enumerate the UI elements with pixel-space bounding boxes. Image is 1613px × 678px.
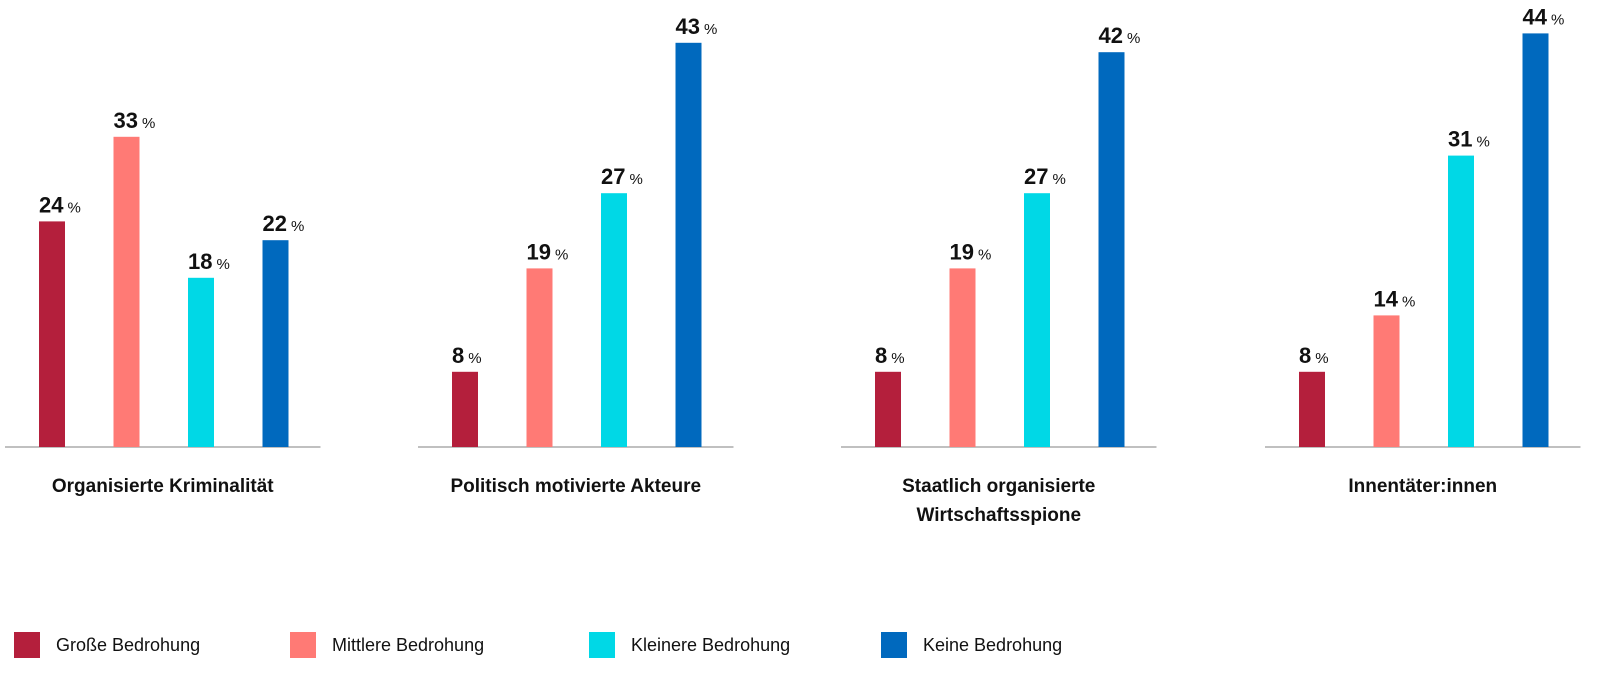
bar <box>39 221 65 447</box>
bar <box>675 42 702 448</box>
bar <box>601 193 627 447</box>
data-label: 43% <box>676 14 718 39</box>
data-label-value: 19 <box>527 239 551 264</box>
category-label: Politisch motivierte Akteure <box>450 476 702 497</box>
bar <box>452 371 478 447</box>
data-label-value: 18 <box>188 249 212 274</box>
data-label-value: 14 <box>1374 286 1399 311</box>
data-label-unit: % <box>891 350 904 367</box>
data-label-unit: % <box>142 115 155 132</box>
bar <box>949 268 976 447</box>
data-label-value: 43 <box>676 14 700 39</box>
legend-swatch <box>14 632 40 658</box>
data-label-unit: % <box>978 246 991 263</box>
data-label-unit: % <box>555 246 568 263</box>
data-label-value: 42 <box>1099 23 1123 48</box>
data-label: 27% <box>1024 164 1066 189</box>
data-label-value: 44 <box>1523 4 1548 29</box>
data-label: 44% <box>1523 4 1565 29</box>
legend-swatch <box>589 632 615 658</box>
legend-item: Große Bedrohung <box>14 632 200 658</box>
data-label: 8% <box>1299 343 1329 368</box>
data-label: 18% <box>188 249 230 274</box>
data-label: 27% <box>601 164 643 189</box>
data-label-unit: % <box>468 350 481 367</box>
bar <box>1448 155 1474 447</box>
category-label: Staatlich organisierte Wirtschaftsspione <box>902 476 1096 526</box>
legend-swatch <box>290 632 316 658</box>
bar <box>1373 315 1400 447</box>
data-label-unit: % <box>1402 293 1415 310</box>
legend-item: Mittlere Bedrohung <box>290 632 484 658</box>
data-label-value: 31 <box>1448 127 1472 152</box>
bar <box>113 136 140 448</box>
data-label-unit: % <box>1052 171 1065 188</box>
data-label: 19% <box>527 239 569 264</box>
legend-label: Kleinere Bedrohung <box>631 635 791 655</box>
bar <box>1098 52 1125 447</box>
data-label-unit: % <box>1476 134 1489 151</box>
data-label-unit: % <box>1551 11 1564 28</box>
data-label-value: 27 <box>601 164 625 189</box>
data-label: 8% <box>875 343 905 368</box>
data-label-value: 8 <box>875 343 887 368</box>
bar <box>1299 371 1325 447</box>
legend-item: Keine Bedrohung <box>881 632 1062 658</box>
category-label: Innentäter:innen <box>1348 476 1498 497</box>
legend-label: Keine Bedrohung <box>923 635 1063 655</box>
data-label: 8% <box>452 343 482 368</box>
category-label: Organisierte Kriminalität <box>51 476 274 497</box>
data-label-unit: % <box>629 171 642 188</box>
bar <box>875 371 901 447</box>
bar <box>1522 33 1549 448</box>
bar <box>188 277 214 447</box>
data-label: 33% <box>114 108 156 133</box>
data-label-unit: % <box>704 21 717 38</box>
data-label: 14% <box>1374 286 1416 311</box>
data-label-value: 8 <box>452 343 464 368</box>
data-label-unit: % <box>216 256 229 273</box>
data-label: 42% <box>1099 23 1141 48</box>
data-label-value: 24 <box>39 192 64 217</box>
legend-label: Große Bedrohung <box>56 635 201 655</box>
bar <box>262 240 289 447</box>
data-label: 24% <box>39 192 81 217</box>
data-label-unit: % <box>1127 30 1140 47</box>
data-label: 19% <box>950 239 992 264</box>
data-label-value: 19 <box>950 239 974 264</box>
legend-item: Kleinere Bedrohung <box>589 632 790 658</box>
data-label: 31% <box>1448 127 1490 152</box>
data-label-value: 22 <box>263 211 287 236</box>
bar <box>526 268 553 447</box>
data-label-value: 8 <box>1299 343 1311 368</box>
bar <box>1024 193 1050 447</box>
legend-label: Mittlere Bedrohung <box>332 635 485 655</box>
data-label-value: 33 <box>114 108 138 133</box>
data-label-unit: % <box>291 218 304 235</box>
data-label: 22% <box>263 211 305 236</box>
data-label-value: 27 <box>1024 164 1048 189</box>
data-label-unit: % <box>1315 350 1328 367</box>
data-label-unit: % <box>67 199 80 216</box>
legend-swatch <box>881 632 907 658</box>
